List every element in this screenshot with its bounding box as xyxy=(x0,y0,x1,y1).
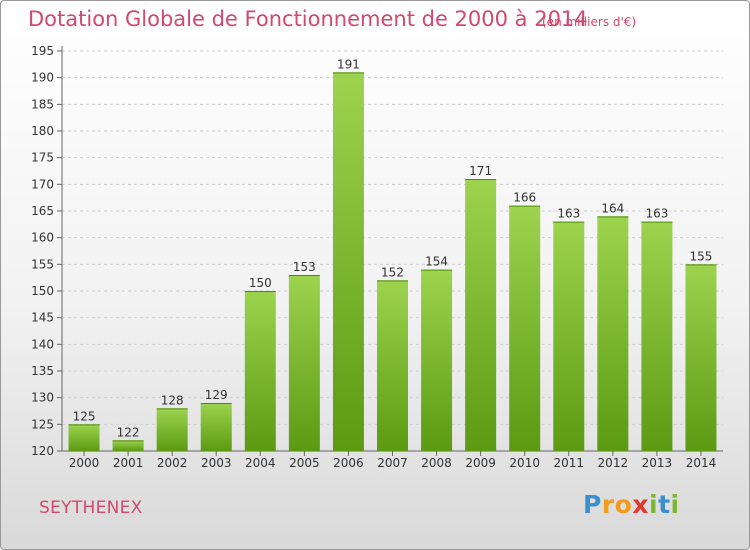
x-tick-label: 2014 xyxy=(686,456,717,470)
bar xyxy=(156,408,188,451)
bar xyxy=(685,264,717,451)
x-tick-label: 2003 xyxy=(201,456,232,470)
y-tick-label: 160 xyxy=(31,231,54,245)
bar xyxy=(509,205,541,451)
unit-note: (en milliers d'€) xyxy=(542,15,637,29)
value-label: 154 xyxy=(425,255,448,269)
value-label: 171 xyxy=(469,164,492,178)
chart-title: Dotation Globale de Fonctionnement de 20… xyxy=(28,7,588,31)
x-tick-label: 2004 xyxy=(245,456,276,470)
y-tick-label: 130 xyxy=(31,391,54,405)
y-tick-label: 170 xyxy=(31,177,54,191)
axes: 120 125 130 135 140 145 150 155 160 165 170 175 180 1… xyxy=(31,44,723,470)
bar xyxy=(68,424,100,451)
value-label: 128 xyxy=(161,393,184,407)
x-tick-label: 2011 xyxy=(553,456,584,470)
x-tick-label: 2001 xyxy=(113,456,144,470)
value-label: 122 xyxy=(117,425,140,439)
logo-letter: i xyxy=(670,490,680,519)
bar xyxy=(200,403,232,451)
bar xyxy=(377,280,408,451)
value-label: 155 xyxy=(690,249,713,263)
x-tick-label: 2005 xyxy=(289,456,320,470)
logo-letter: x xyxy=(632,490,649,519)
commune-name: SEYTHENEX xyxy=(39,498,143,518)
y-tick-label: 150 xyxy=(31,284,54,298)
x-tick-label: 2000 xyxy=(69,456,100,470)
logo-letter: i xyxy=(649,490,659,519)
value-label: 153 xyxy=(293,260,316,274)
value-label: 125 xyxy=(73,409,96,423)
y-tick-label: 180 xyxy=(31,124,54,138)
bar xyxy=(332,72,364,451)
bar xyxy=(288,275,320,451)
y-tick-label: 195 xyxy=(31,44,54,58)
bar xyxy=(597,216,629,451)
x-tick-label: 2012 xyxy=(598,456,629,470)
logo-letter: r xyxy=(601,490,615,519)
value-label: 150 xyxy=(249,276,272,290)
x-tick-label: 2002 xyxy=(157,456,188,470)
value-label: 164 xyxy=(601,201,624,215)
value-labels: 125 122 128 129 150 153 191 152 154 171 166 163 164 1… xyxy=(73,57,713,439)
logo-letter: t xyxy=(658,490,671,519)
x-tick-label: 2006 xyxy=(333,456,364,470)
x-tick-label: 2010 xyxy=(509,456,540,470)
bars xyxy=(68,72,717,451)
y-tick-label: 145 xyxy=(31,311,54,325)
y-tick-label: 140 xyxy=(31,337,54,351)
x-tick-label: 2008 xyxy=(421,456,452,470)
proxiti-logo: Proxiti xyxy=(583,490,680,519)
value-label: 163 xyxy=(645,207,668,221)
logo-letter: P xyxy=(583,490,602,519)
value-label: 152 xyxy=(381,265,404,279)
y-tick-label: 165 xyxy=(31,204,54,218)
y-tick-label: 190 xyxy=(31,71,54,85)
y-tick-label: 155 xyxy=(31,257,54,271)
value-label: 163 xyxy=(557,207,580,221)
x-tick-label: 2007 xyxy=(377,456,408,470)
bar xyxy=(553,221,585,451)
value-label: 166 xyxy=(513,191,536,205)
x-tick-label: 2009 xyxy=(465,456,496,470)
value-label: 191 xyxy=(337,57,360,71)
bar xyxy=(421,269,453,451)
bar xyxy=(465,179,497,451)
y-tick-label: 120 xyxy=(31,444,54,458)
y-tick-label: 125 xyxy=(31,417,54,431)
x-tick-label: 2013 xyxy=(642,456,673,470)
bar xyxy=(112,440,144,451)
logo-letter: o xyxy=(614,490,633,519)
y-tick-label: 135 xyxy=(31,364,54,378)
y-tick-label: 185 xyxy=(31,97,54,111)
bar xyxy=(641,221,673,451)
bar xyxy=(244,291,276,451)
y-tick-label: 175 xyxy=(31,151,54,165)
value-label: 129 xyxy=(205,388,228,402)
